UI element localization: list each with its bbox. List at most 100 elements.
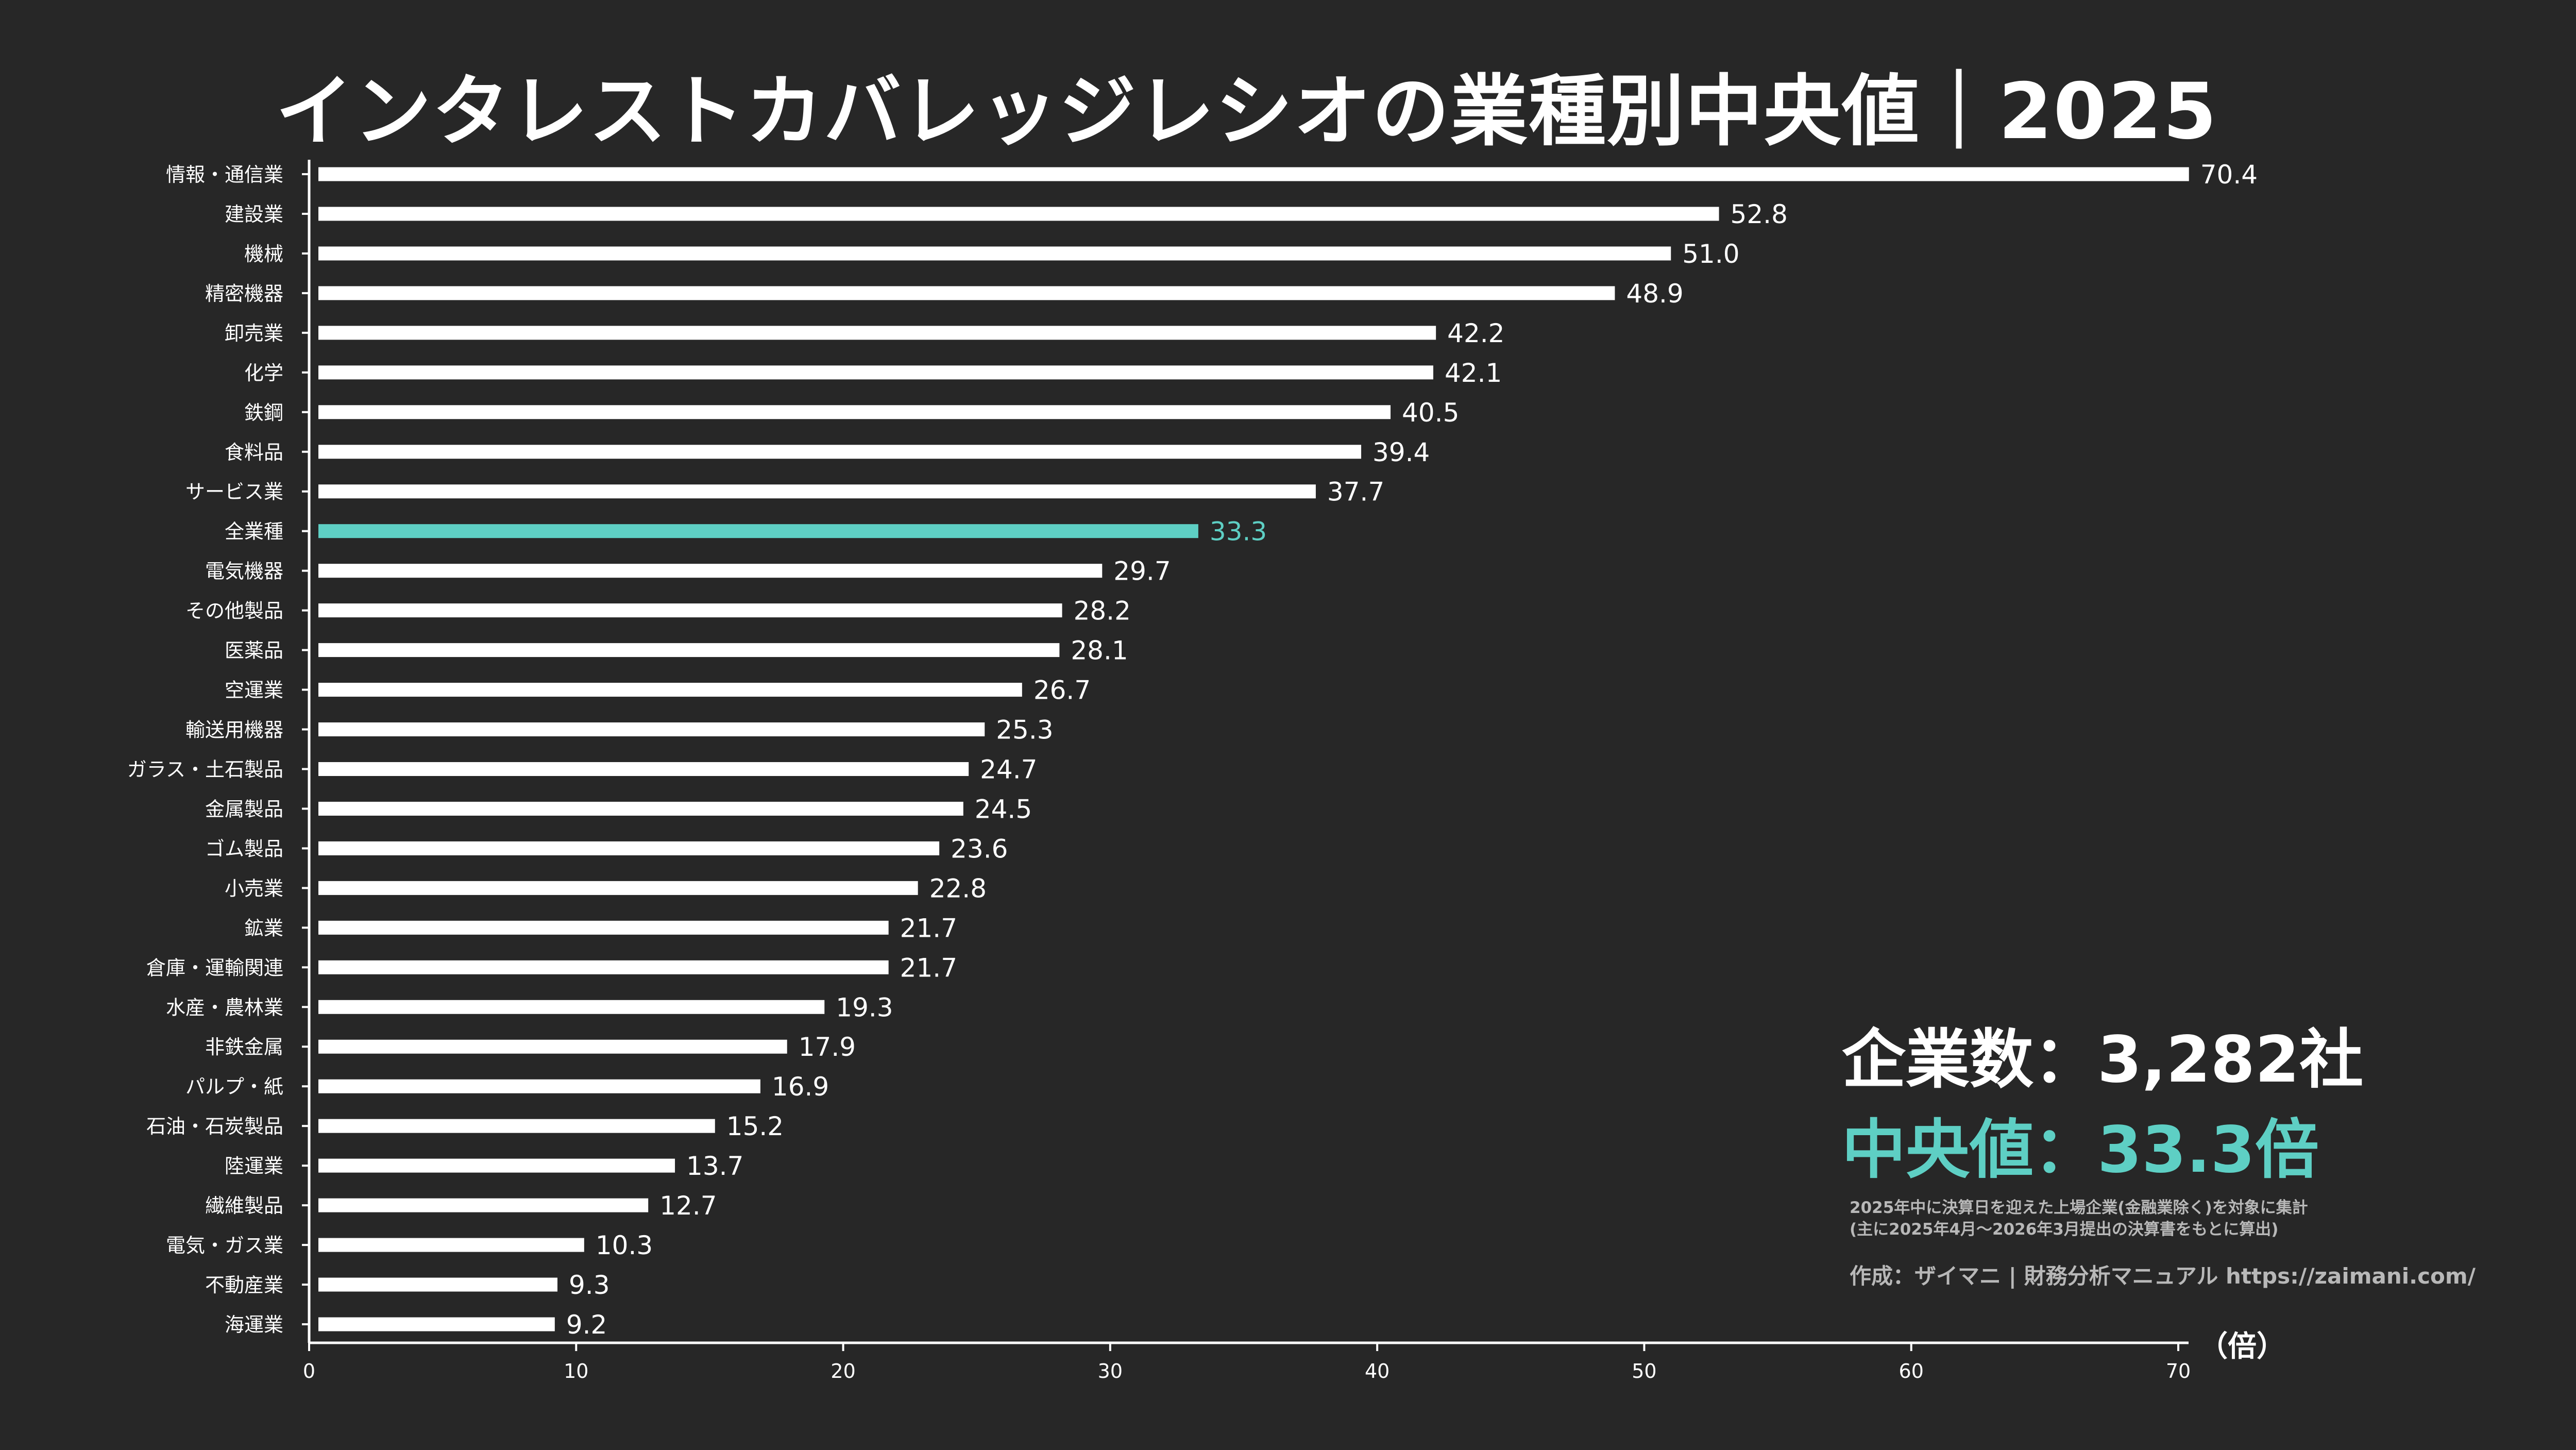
value-label: 51.0	[1682, 239, 1739, 269]
bar	[318, 564, 1103, 578]
bar	[318, 1119, 715, 1133]
bar	[318, 762, 969, 776]
value-label: 24.7	[980, 754, 1037, 784]
category-label: 鉄鋼	[244, 401, 283, 424]
x-tick-label: 70	[2166, 1360, 2191, 1382]
bar	[318, 1079, 760, 1093]
median-value: 中央値：33.3倍	[1842, 1113, 2319, 1187]
category-label: 水産・農林業	[166, 996, 283, 1019]
value-label: 17.9	[799, 1032, 856, 1062]
value-label: 29.7	[1113, 557, 1171, 586]
category-label: その他製品	[185, 600, 283, 622]
category-label: 非鉄金属	[205, 1036, 283, 1058]
bar	[318, 722, 985, 737]
value-label: 26.7	[1033, 676, 1091, 705]
value-label: 9.2	[566, 1310, 607, 1340]
x-tick-label: 40	[1365, 1360, 1389, 1382]
value-label: 52.8	[1731, 199, 1788, 229]
value-label: 42.2	[1447, 318, 1504, 348]
value-label: 15.2	[726, 1111, 784, 1141]
value-label: 9.3	[569, 1270, 610, 1300]
bar	[318, 326, 1436, 340]
value-label: 70.4	[2200, 160, 2258, 190]
value-label: 25.3	[996, 715, 1053, 745]
bar	[318, 1000, 825, 1014]
category-label: 空運業	[225, 679, 283, 702]
bar	[318, 881, 918, 895]
category-label: 卸売業	[225, 322, 283, 345]
bar	[318, 603, 1062, 618]
category-label: 精密機器	[205, 282, 283, 305]
value-label: 48.9	[1626, 279, 1683, 309]
value-label: 39.4	[1372, 437, 1430, 467]
bar	[318, 1317, 555, 1331]
category-label: 電気・ガス業	[166, 1234, 283, 1257]
value-label: 42.1	[1445, 358, 1502, 388]
category-label: 不動産業	[205, 1274, 283, 1296]
category-label: ガラス・土石製品	[127, 758, 283, 781]
category-label: 機械	[244, 243, 283, 265]
category-label: 石油・石炭製品	[146, 1115, 283, 1138]
bar	[318, 445, 1362, 459]
bar	[318, 801, 963, 816]
category-label: 輸送用機器	[185, 719, 283, 741]
bar	[318, 246, 1671, 261]
category-label: 建設業	[225, 203, 283, 226]
category-label: 海運業	[225, 1313, 283, 1336]
value-label: 12.7	[659, 1191, 717, 1221]
x-tick-label: 30	[1098, 1360, 1123, 1382]
value-label: 23.6	[951, 834, 1008, 864]
bar	[318, 524, 1198, 538]
bar	[318, 1277, 558, 1292]
value-label: 13.7	[686, 1151, 743, 1181]
value-label: 28.1	[1071, 636, 1128, 666]
bar	[318, 167, 2189, 181]
category-label: サービス業	[185, 481, 283, 503]
value-label: 28.2	[1074, 596, 1131, 626]
note-line-1: 2025年中に決算日を迎えた上場企業(金融業除く)を対象に集計	[1850, 1199, 2308, 1217]
bar	[318, 683, 1022, 697]
value-label: 37.7	[1327, 477, 1384, 507]
category-label: 倉庫・運輸関連	[146, 956, 283, 979]
chart-title: インタレストカバレッジレシオの業種別中央値｜2025	[276, 67, 2218, 157]
value-label: 24.5	[975, 794, 1032, 824]
category-label: 全業種	[225, 520, 283, 543]
category-label: 医薬品	[225, 639, 283, 662]
value-label: 40.5	[1402, 398, 1459, 428]
value-label: 10.3	[596, 1230, 653, 1260]
bar	[318, 960, 889, 974]
category-label: ゴム製品	[205, 837, 283, 860]
bar	[318, 1238, 584, 1252]
category-label: 鉱業	[244, 917, 283, 939]
category-label: 小売業	[225, 877, 283, 900]
bar	[318, 643, 1060, 657]
x-tick-label: 60	[1899, 1360, 1924, 1382]
bar	[318, 484, 1316, 499]
category-label: パルプ・紙	[185, 1075, 283, 1098]
bar	[318, 920, 889, 935]
bar	[318, 207, 1719, 221]
bar	[318, 1158, 675, 1173]
x-tick-label: 20	[831, 1360, 855, 1382]
company-count: 企業数：3,282社	[1842, 1023, 2364, 1097]
category-label: 繊維製品	[205, 1194, 283, 1217]
note-line-2: (主に2025年4月～2026年3月提出の決算書をもとに算出)	[1850, 1220, 2279, 1239]
category-label: 情報・通信業	[166, 163, 283, 186]
value-label: 21.7	[900, 913, 957, 943]
x-unit-label: （倍）	[2199, 1330, 2285, 1363]
category-label: 電気機器	[205, 560, 283, 583]
category-label: 化学	[244, 362, 283, 384]
value-label: 22.8	[929, 873, 987, 903]
x-tick-label: 10	[564, 1360, 588, 1382]
credit-line: 作成：ザイマニ | 財務分析マニュアル https://zaimani.com/	[1850, 1263, 2476, 1289]
bar	[318, 1039, 787, 1054]
bar	[318, 405, 1391, 419]
x-tick-label: 50	[1632, 1360, 1656, 1382]
value-label: 19.3	[836, 992, 893, 1022]
bar	[318, 365, 1433, 380]
x-tick-label: 0	[303, 1360, 315, 1382]
bar	[318, 286, 1615, 300]
bar	[318, 1198, 649, 1212]
category-label: 陸運業	[225, 1155, 283, 1177]
